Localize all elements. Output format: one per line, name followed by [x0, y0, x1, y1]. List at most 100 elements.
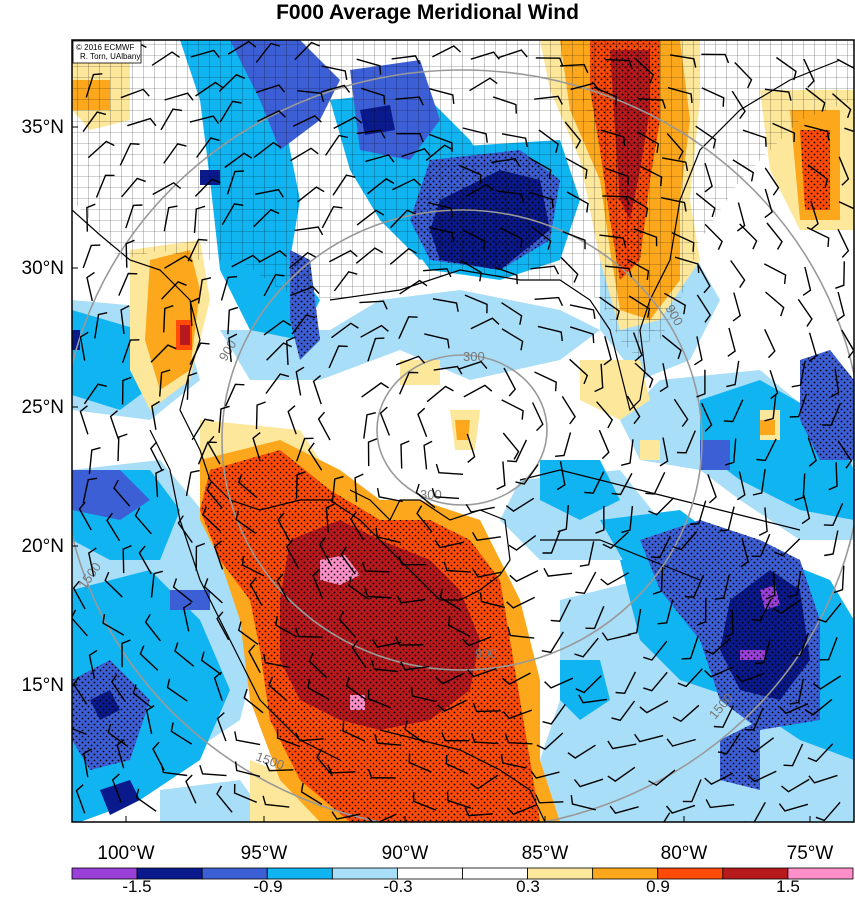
wind-barb	[584, 471, 605, 494]
wind-barb	[325, 503, 335, 532]
wind-barb	[802, 266, 812, 296]
wind-barb	[72, 580, 86, 610]
wind-barb	[285, 539, 299, 569]
wind-barb	[634, 58, 655, 84]
wind-barb	[466, 433, 476, 463]
wind-barb	[746, 737, 775, 754]
wind-barb	[764, 167, 780, 196]
wind-barb	[808, 332, 818, 362]
wind-barb	[276, 729, 301, 748]
wind-barb	[151, 400, 160, 430]
wind-barb	[501, 133, 528, 148]
wind-barb	[830, 368, 840, 398]
lat-label: 20°N	[22, 536, 64, 557]
colorbar-label: -0.3	[383, 877, 412, 896]
wind-barb	[134, 507, 152, 535]
lat-label: 15°N	[22, 675, 64, 696]
wind-barb	[408, 753, 432, 773]
wind-barb	[561, 396, 576, 425]
wind-barb	[195, 542, 206, 571]
wind-barb	[470, 774, 499, 790]
wind-barb	[797, 298, 813, 327]
wind-barb	[498, 49, 528, 59]
wind-barb	[196, 137, 220, 158]
wind-barb	[447, 616, 471, 638]
wind-barb	[543, 567, 573, 577]
wind-barb	[332, 174, 356, 196]
wind-barb	[657, 599, 674, 625]
wind-barb	[203, 578, 223, 604]
wind-barb	[465, 183, 494, 198]
wind-barb	[446, 791, 472, 809]
wind-barb	[121, 177, 146, 198]
wind-barb	[415, 483, 436, 509]
wind-barb	[295, 471, 306, 499]
wind-barb	[705, 799, 735, 809]
wind-barb	[538, 129, 559, 154]
wind-barb	[119, 142, 140, 166]
wind-barb	[822, 402, 842, 426]
wind-barb	[697, 264, 711, 294]
wind-barb	[189, 297, 200, 326]
wind-barb	[689, 500, 707, 526]
wind-barb	[531, 402, 544, 432]
wind-barb	[763, 263, 787, 284]
wind-barb	[266, 342, 292, 361]
wind-barb	[263, 273, 285, 297]
wind-barb	[659, 437, 669, 467]
coastlines	[72, 59, 841, 822]
wind-barb	[467, 667, 497, 678]
wind-barb	[433, 365, 463, 375]
wind-barb	[216, 712, 227, 742]
wind-barb	[645, 471, 666, 495]
wind-barb	[355, 247, 384, 264]
wind-barb	[361, 382, 389, 398]
wind-barb	[747, 770, 777, 783]
wind-barb	[627, 608, 642, 636]
wind-barb	[425, 144, 453, 162]
wind-barb	[79, 405, 89, 435]
wind-barb	[778, 803, 809, 812]
wind-barb	[121, 339, 140, 364]
wind-barb	[197, 441, 217, 465]
wind-barb	[626, 258, 650, 280]
wind-barb	[508, 535, 537, 551]
wind-barb	[713, 705, 734, 728]
wind-barb	[163, 143, 187, 164]
wind-barb	[398, 316, 418, 339]
wind-barb	[462, 636, 492, 647]
wind-barb	[155, 468, 165, 498]
wind-barb	[431, 487, 460, 500]
wind-barb	[742, 129, 767, 147]
wind-barb	[328, 345, 348, 369]
wind-barb	[285, 336, 296, 365]
wind-barb	[375, 527, 401, 544]
wind-barb	[560, 256, 579, 283]
wind-barb	[707, 474, 717, 504]
wind-barb	[391, 55, 421, 65]
wind-barb	[603, 336, 612, 366]
wind-barb	[262, 795, 290, 808]
wind-barb	[717, 733, 741, 755]
wind-barb	[502, 709, 533, 720]
wind-barb	[367, 438, 378, 467]
wind-barb	[389, 247, 417, 265]
credit-line-2: R. Torn, UAlbany	[80, 52, 140, 61]
wind-barb	[161, 280, 187, 300]
wind-barb	[231, 254, 261, 268]
colorbar-label: 0.9	[646, 877, 670, 896]
wind-barb	[744, 707, 764, 731]
wind-barb	[578, 694, 607, 704]
wind-barb	[600, 129, 626, 147]
wind-barb	[331, 322, 359, 339]
wind-barb	[338, 610, 356, 638]
wind-barb	[458, 360, 488, 370]
wind-barb	[348, 576, 370, 600]
wind-barb	[328, 249, 358, 263]
wind-barb	[200, 651, 222, 675]
colorbar	[71, 867, 854, 880]
wind-barb	[605, 58, 633, 70]
wind-barb	[766, 222, 783, 250]
wind-barb	[573, 778, 604, 788]
wind-barb	[327, 764, 356, 774]
